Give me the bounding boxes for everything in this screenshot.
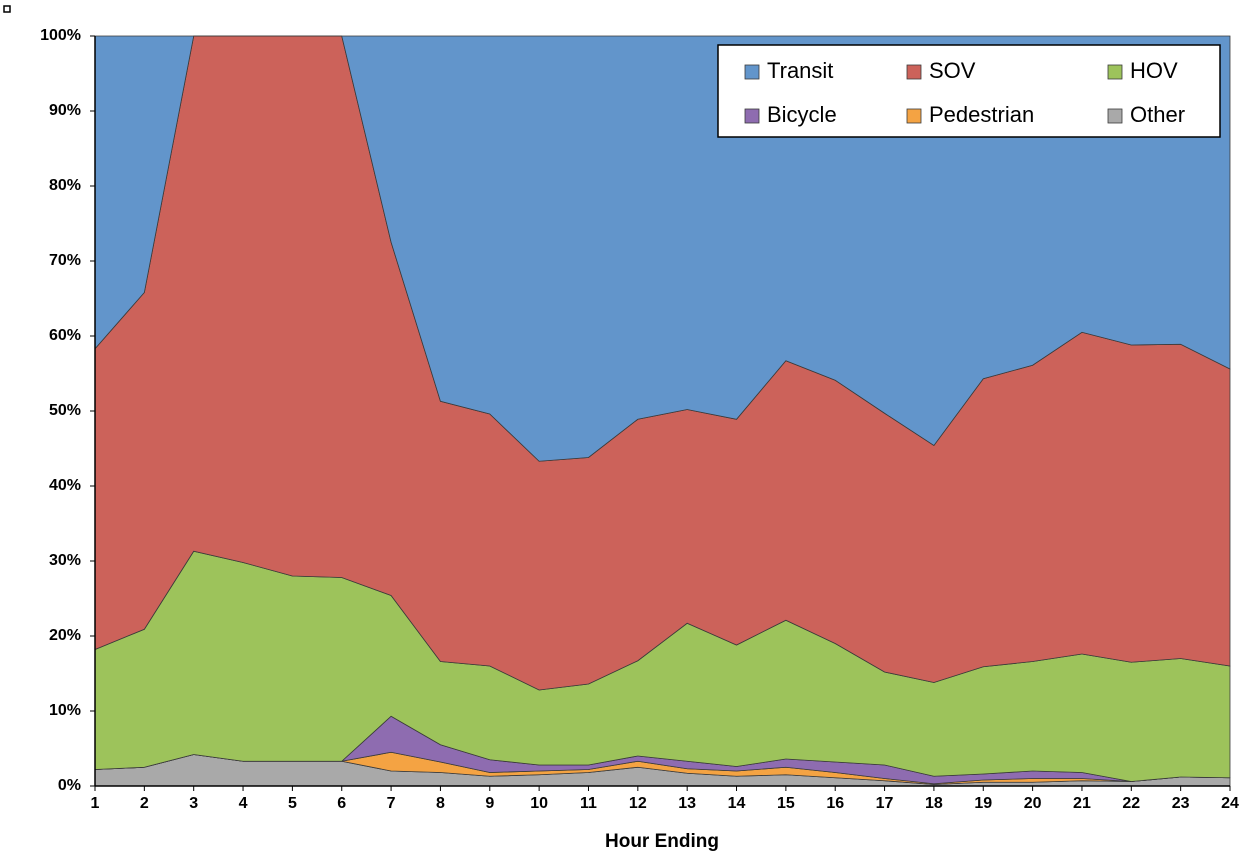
- x-tick-label: 4: [239, 795, 248, 812]
- y-tick-label: 70%: [49, 252, 81, 269]
- x-tick-label: 22: [1122, 795, 1140, 812]
- y-tick-label: 20%: [49, 627, 81, 644]
- x-tick-label: 19: [974, 795, 992, 812]
- x-tick-label: 17: [876, 795, 894, 812]
- legend-swatch: [1107, 64, 1123, 80]
- x-tick-label: 10: [530, 795, 548, 812]
- legend-label: SOV: [929, 58, 976, 83]
- x-tick-label: 24: [1221, 795, 1239, 812]
- x-tick-label: 9: [485, 795, 494, 812]
- legend-label: Other: [1130, 102, 1185, 127]
- legend-swatch: [744, 108, 760, 124]
- corner-icon: [3, 5, 11, 13]
- legend-label: Pedestrian: [929, 102, 1034, 127]
- x-tick-label: 7: [387, 795, 396, 812]
- x-tick-label: 12: [629, 795, 647, 812]
- x-axis-label: Hour Ending: [605, 831, 719, 852]
- x-tick-label: 11: [580, 795, 597, 812]
- legend-swatch: [906, 64, 922, 80]
- x-tick-label: 3: [189, 795, 198, 812]
- y-tick-label: 50%: [49, 402, 81, 419]
- legend-label: Bicycle: [767, 102, 837, 127]
- y-tick-label: 0%: [58, 777, 81, 794]
- y-tick-label: 10%: [49, 702, 81, 719]
- x-tick-label: 13: [678, 795, 696, 812]
- x-tick-label: 14: [728, 795, 746, 812]
- area: [94, 35, 1231, 462]
- y-tick-label: 30%: [49, 552, 81, 569]
- y-tick-label: 60%: [49, 327, 81, 344]
- y-tick-label: 100%: [40, 27, 81, 44]
- x-tick-label: 16: [826, 795, 844, 812]
- legend-swatch: [906, 108, 922, 124]
- x-tick-label: 8: [436, 795, 445, 812]
- legend-label: HOV: [1130, 58, 1178, 83]
- legend: [717, 44, 1221, 138]
- x-tick-label: 5: [288, 795, 297, 812]
- legend-swatch: [744, 64, 760, 80]
- x-tick-label: 23: [1172, 795, 1190, 812]
- y-tick-label: 80%: [49, 177, 81, 194]
- x-tick-label: 21: [1073, 795, 1091, 812]
- legend-swatch: [1107, 108, 1123, 124]
- y-tick-label: 90%: [49, 102, 81, 119]
- x-tick-label: 18: [925, 795, 943, 812]
- x-tick-label: 20: [1024, 795, 1042, 812]
- x-tick-label: 1: [91, 795, 100, 812]
- x-tick-label: 2: [140, 795, 149, 812]
- x-tick-label: 15: [777, 795, 795, 812]
- legend-label: Transit: [767, 58, 833, 83]
- y-tick-label: 40%: [49, 477, 81, 494]
- x-tick-label: 6: [337, 795, 346, 812]
